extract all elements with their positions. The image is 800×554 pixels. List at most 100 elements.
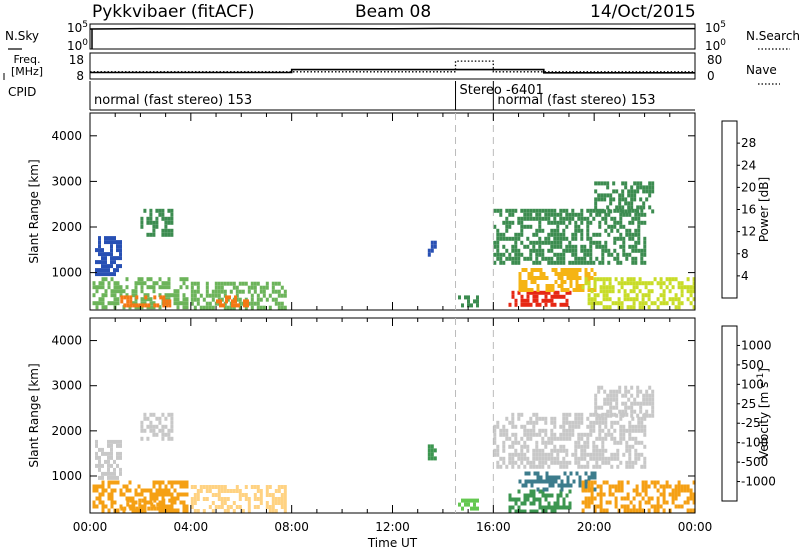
power-cell [572, 268, 576, 272]
power-cell [517, 252, 521, 257]
velocity-cell [532, 424, 536, 429]
power-cell [508, 212, 512, 217]
power-cell [580, 236, 584, 241]
power-cell [643, 236, 647, 241]
power-cell [220, 289, 224, 294]
power-cell [609, 197, 613, 202]
power-cell [622, 248, 626, 253]
velocity-cell [547, 493, 551, 498]
velocity-cell [614, 496, 618, 501]
velocity-cell [170, 428, 174, 433]
power-cell [98, 252, 101, 257]
velocity-cell [592, 428, 596, 433]
velocity-cell [551, 475, 555, 480]
velocity-cell [542, 487, 546, 492]
velocity-cell [220, 485, 224, 489]
velocity-cell [600, 405, 604, 410]
power-cell [253, 285, 257, 290]
power-cell [563, 288, 567, 292]
velocity-cell [238, 493, 242, 497]
power-cell [553, 216, 557, 221]
velocity-cell [283, 493, 287, 497]
power-cell [95, 260, 98, 265]
power-cell [639, 185, 643, 190]
power-cell [639, 181, 643, 186]
velocity-cell [131, 500, 135, 505]
power-cell [538, 216, 542, 221]
velocity-colorbar-label-6: 500 [741, 358, 764, 372]
velocity-cell [217, 493, 221, 497]
velocity-cell [584, 500, 588, 505]
power-cell [523, 212, 527, 217]
velocity-cell [643, 460, 647, 465]
power-cell [164, 224, 168, 229]
velocity-cell [470, 498, 473, 503]
velocity-cell [167, 428, 171, 433]
velocity-cell [113, 459, 116, 464]
power-cell [140, 277, 144, 282]
power-colorbar-label-3: 16 [741, 203, 756, 217]
velocity-cell [544, 452, 548, 457]
velocity-cell [107, 508, 111, 513]
power-cell [244, 281, 248, 286]
velocity-cell [152, 424, 156, 429]
power-cell [430, 240, 434, 245]
velocity-cell [164, 504, 168, 509]
power-cell [238, 301, 242, 306]
power-cell [613, 220, 617, 225]
power-cell [514, 252, 518, 257]
velocity-cell [618, 385, 622, 390]
velocity-cell [168, 498, 172, 503]
velocity-cell [526, 428, 530, 433]
power-cell [173, 289, 177, 294]
power-cell [149, 305, 153, 310]
power-cell [499, 252, 503, 257]
velocity-cell [502, 432, 506, 437]
power-cell [511, 212, 515, 217]
power-cell [458, 295, 461, 300]
power-cell [578, 268, 582, 272]
power-cell [256, 293, 260, 298]
velocity-cell [580, 432, 584, 437]
power-cell [692, 297, 696, 302]
power-cell [580, 232, 584, 237]
power-cell [541, 208, 545, 213]
power-cell [632, 305, 636, 310]
velocity-cell [176, 492, 180, 497]
velocity-cell [143, 508, 147, 513]
velocity-cell [562, 505, 566, 510]
power-cell [556, 260, 560, 265]
velocity-cell [610, 424, 614, 429]
velocity-cell [244, 485, 248, 489]
power-cell [571, 208, 575, 213]
velocity-cell [152, 496, 156, 501]
velocity-cell [508, 420, 512, 425]
velocity-cell [101, 488, 105, 493]
power-cell [205, 301, 209, 306]
power-cell [526, 236, 530, 241]
velocity-cell [599, 504, 603, 509]
power-cell [607, 224, 611, 229]
velocity-cell [532, 509, 536, 514]
velocity-cell [628, 432, 632, 437]
power-cell [589, 252, 593, 257]
velocity-cell [635, 508, 639, 513]
power-cell [536, 276, 540, 280]
velocity-cell [550, 436, 554, 441]
power-cell [277, 293, 281, 298]
velocity-cell [155, 488, 159, 493]
power-cell [110, 252, 113, 257]
power-cell [511, 220, 515, 225]
power-cell [131, 293, 135, 298]
velocity-cell [190, 485, 194, 489]
power-cell [229, 281, 233, 286]
velocity-cell [559, 505, 563, 510]
power-cell [517, 260, 521, 265]
velocity-cell [641, 488, 645, 493]
power-cell [137, 277, 141, 282]
velocity-cell [584, 488, 588, 493]
velocity-cell [601, 428, 605, 433]
velocity-cell [587, 488, 591, 493]
power-cell [574, 244, 578, 249]
velocity-cell [640, 420, 644, 425]
